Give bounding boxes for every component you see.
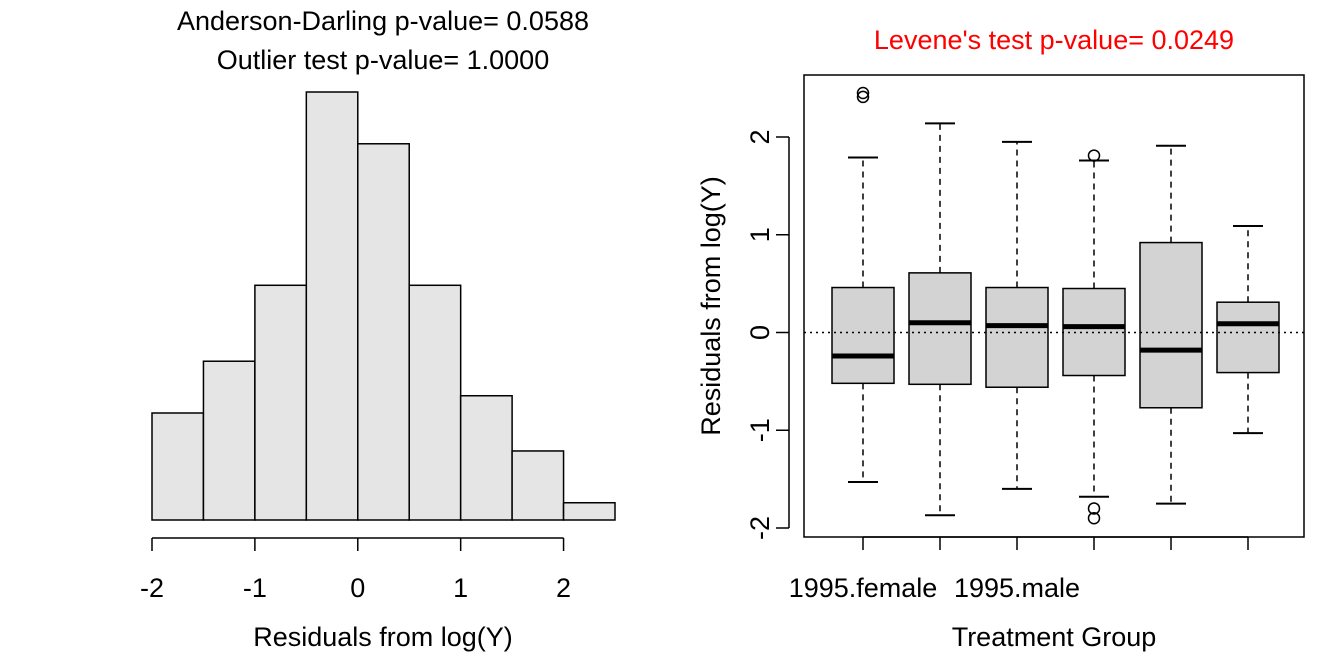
boxplot-box bbox=[985, 286, 1049, 388]
histogram-bar bbox=[459, 394, 513, 521]
boxplot-outlier bbox=[1087, 502, 1101, 515]
boxplot-y-tick-label: -1 bbox=[745, 418, 775, 442]
histogram-x-tick-label: 0 bbox=[350, 573, 365, 603]
boxplot-box bbox=[831, 286, 895, 385]
boxplot-outlier bbox=[856, 86, 870, 100]
histogram-bar bbox=[357, 143, 410, 521]
boxplot-x-axis: 1995.female 1995.male bbox=[789, 536, 1249, 603]
histogram-x-tick-label: -2 bbox=[140, 573, 164, 603]
histogram-title-line-1: Anderson-Darling p-value= 0.0588 bbox=[177, 6, 589, 36]
histogram-x-tick-label: 1 bbox=[453, 573, 468, 603]
boxplot-y-axis: -2 -1 0 1 2 bbox=[745, 129, 790, 540]
boxplot-y-axis-label: Residuals from log(Y) bbox=[696, 176, 726, 436]
histogram-x-axis-label: Residuals from log(Y) bbox=[253, 622, 513, 652]
boxplot-group bbox=[831, 86, 895, 484]
boxplot-outlier bbox=[856, 90, 870, 104]
boxplot-group bbox=[1216, 224, 1280, 435]
boxplot-y-tick-label: 2 bbox=[745, 129, 775, 144]
histogram-title-line-2: Outlier test p-value= 1.0000 bbox=[217, 45, 549, 75]
boxplot-group bbox=[1062, 149, 1126, 525]
boxplot-y-tick-label: 1 bbox=[745, 227, 775, 242]
histogram-bar bbox=[511, 450, 565, 521]
histogram-x-tick-label: 2 bbox=[556, 573, 571, 603]
boxplot-panel: Levene's test p-value= 0.0249 -2 -1 0 1 2 19… bbox=[696, 25, 1305, 652]
boxplot-x-axis-label: Treatment Group bbox=[952, 622, 1157, 652]
boxplot-y-tick-label: -2 bbox=[745, 516, 775, 540]
boxplot-y-tick-label: 0 bbox=[745, 325, 775, 340]
boxplot-group bbox=[1139, 144, 1203, 505]
boxplot-outlier bbox=[1087, 511, 1101, 525]
boxplot-boxes bbox=[804, 86, 1304, 525]
boxplot-group bbox=[985, 140, 1049, 490]
histogram-bars bbox=[151, 91, 616, 521]
histogram-bar bbox=[562, 501, 616, 521]
boxplot-x-tick-label: 1995.male bbox=[954, 573, 1080, 603]
histogram-bar bbox=[254, 284, 308, 521]
boxplot-outlier bbox=[1087, 149, 1101, 162]
boxplot-box bbox=[1139, 241, 1203, 409]
histogram-bar bbox=[305, 91, 359, 521]
histogram-bar bbox=[408, 284, 462, 521]
boxplot-box bbox=[908, 272, 972, 386]
histogram-x-tick-label: -1 bbox=[243, 573, 267, 603]
boxplot-box bbox=[1216, 301, 1280, 374]
histogram-panel: Anderson-Darling p-value= 0.0588 Outlier… bbox=[140, 6, 616, 652]
histogram-bar bbox=[202, 360, 256, 521]
boxplot-group bbox=[908, 122, 972, 517]
boxplot-x-tick-label: 1995.female bbox=[789, 573, 938, 603]
histogram-x-axis: -2 -1 0 1 2 bbox=[140, 537, 571, 603]
histogram-bar bbox=[151, 412, 205, 521]
boxplot-title: Levene's test p-value= 0.0249 bbox=[874, 25, 1234, 55]
